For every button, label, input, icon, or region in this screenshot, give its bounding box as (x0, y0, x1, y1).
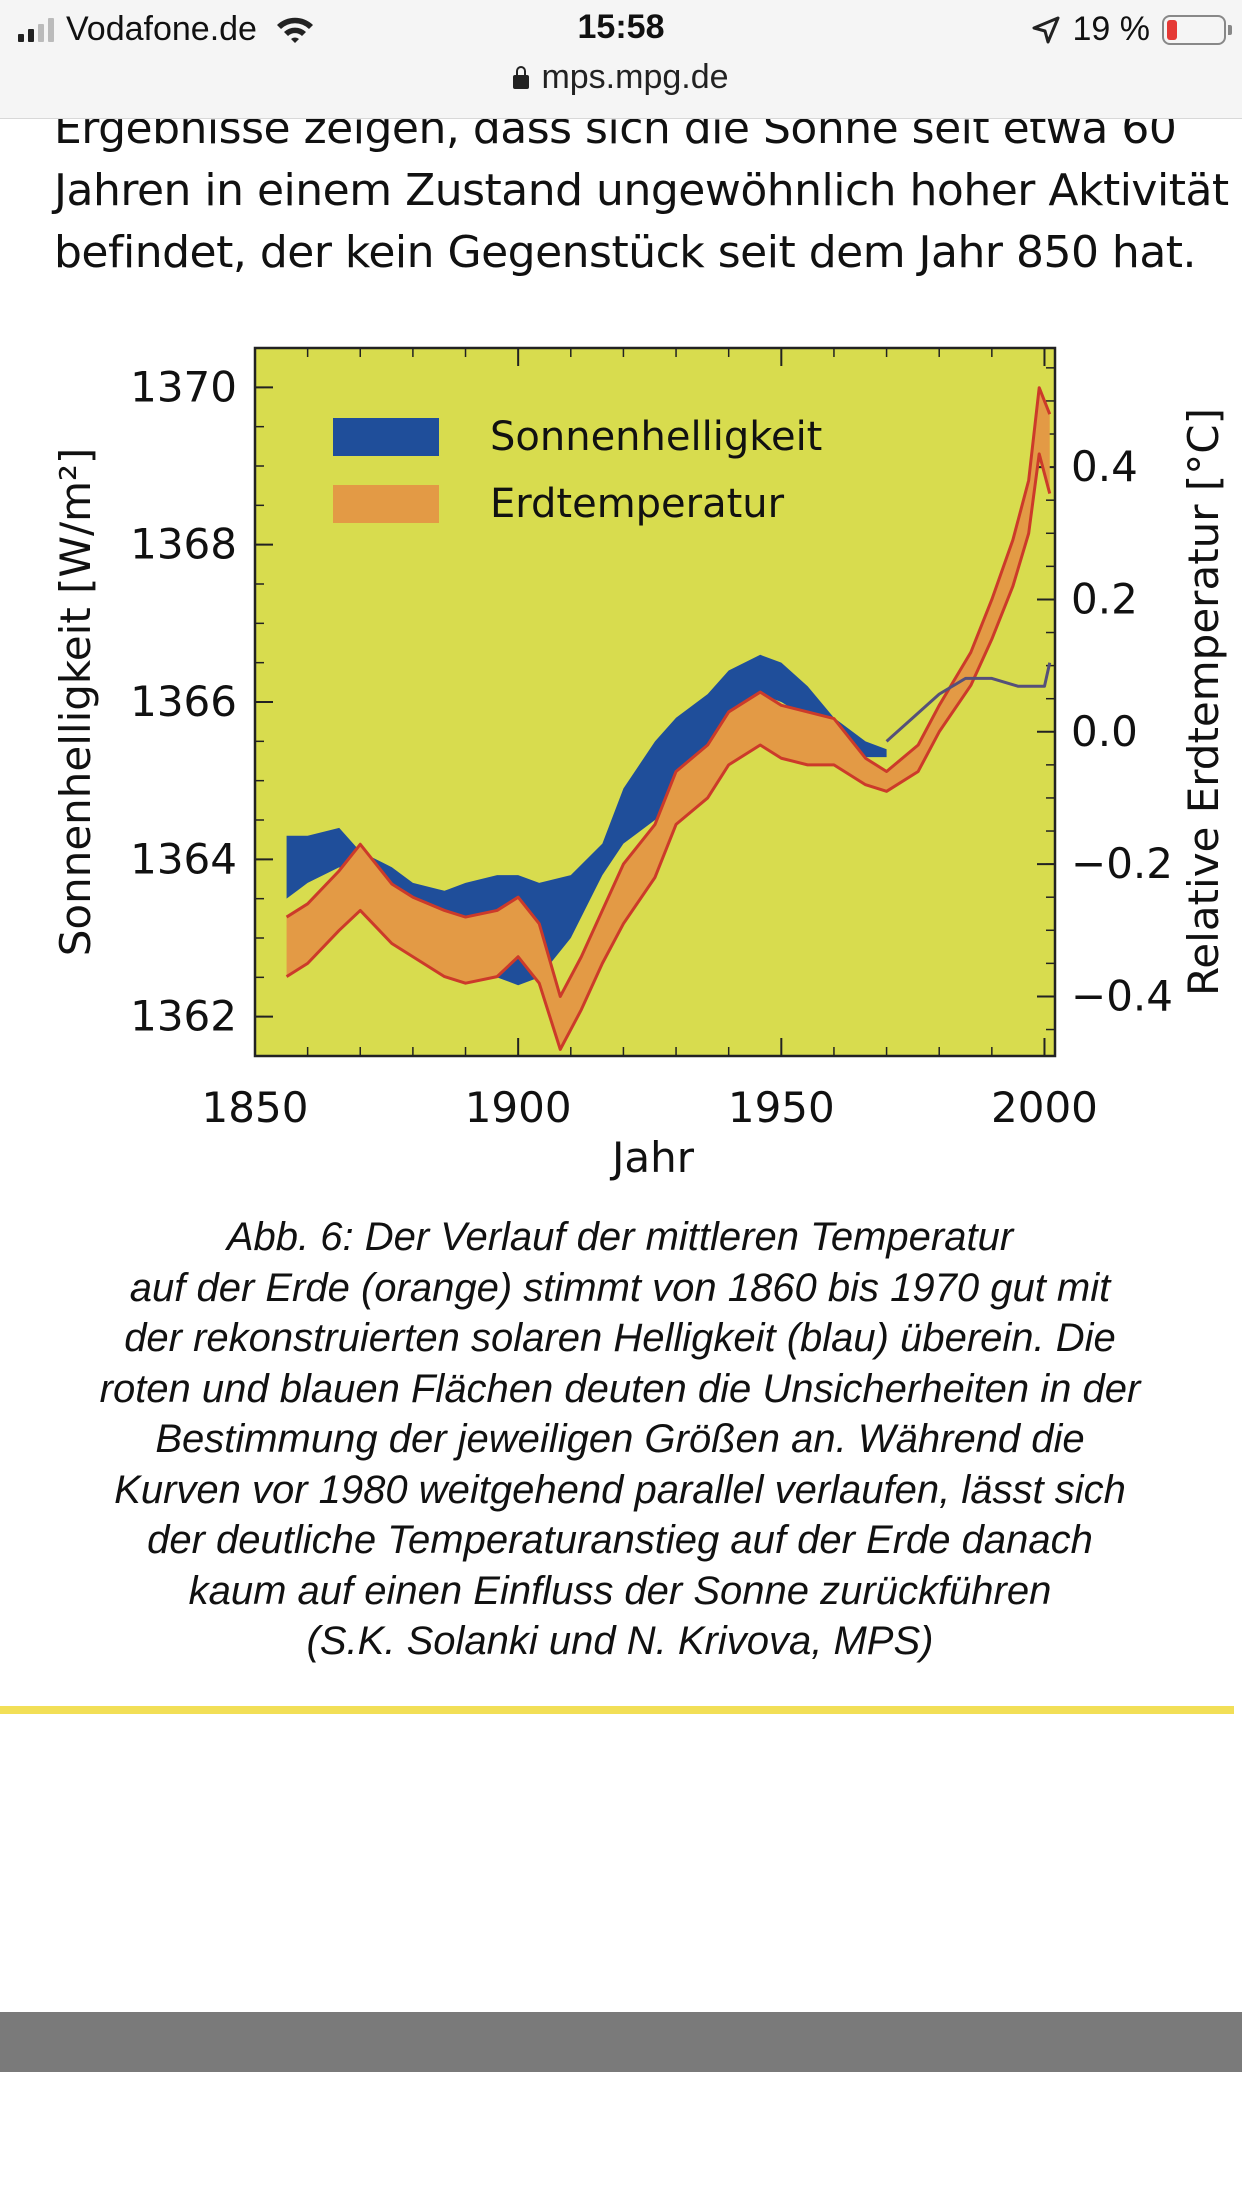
left-tick-label: 1368 (130, 520, 237, 569)
right-axis-labels: −0.4 −0.2 0.0 0.2 0.4 (1071, 442, 1173, 1020)
right-axis-title: Relative Erdtemperatur [°C] (1179, 408, 1228, 996)
left-tick-label: 1370 (130, 362, 237, 411)
right-tick-label: 0.4 (1071, 442, 1138, 491)
article-line: Jahren in einem Zustand ungewöhnlich hoh… (54, 165, 1229, 216)
plot-frame (253, 346, 1057, 1058)
left-tick-label: 1362 (130, 992, 237, 1041)
battery-icon (1162, 14, 1232, 45)
left-axis-labels: 1362 1364 1366 1368 1370 (130, 362, 237, 1040)
legend-label-erdtemperatur: Erdtemperatur (490, 481, 785, 527)
caption-line: der deutliche Temperaturanstieg auf der … (147, 1518, 1093, 1562)
status-bar: Vodafone.de 15:58 19 % mps.mpg.de (0, 0, 1242, 119)
caption-line: roten und blauen Flächen deuten die Unsi… (99, 1366, 1141, 1411)
sonnenhelligkeit-band (286, 654, 887, 986)
axis-ticks (254, 347, 1055, 1057)
status-left: Vodafone.de (18, 10, 315, 49)
caption-line: (S.K. Solanki und N. Krivova, MPS) (306, 1619, 934, 1663)
right-tick-label: −0.4 (1071, 971, 1173, 1020)
x-axis-title: Jahr (609, 1133, 695, 1182)
legend: Sonnenhelligkeit Erdtemperatur (333, 414, 822, 527)
x-tick-label: 1950 (728, 1083, 835, 1132)
address-bar[interactable]: mps.mpg.de (0, 58, 1242, 97)
x-tick-label: 1850 (202, 1083, 309, 1132)
caption-line: Abb. 6: Der Verlauf der mittleren Temper… (226, 1215, 1014, 1259)
x-tick-label: 2000 (991, 1083, 1098, 1132)
cellular-signal-icon (18, 17, 54, 42)
left-tick-label: 1364 (130, 834, 237, 883)
battery-level (1167, 19, 1178, 40)
status-right: 19 % (1031, 10, 1232, 49)
legend-label-sonnenhelligkeit: Sonnenhelligkeit (490, 414, 822, 460)
url-text: mps.mpg.de (541, 58, 729, 96)
article-line: befindet, der kein Gegenstück seit dem J… (54, 227, 1197, 278)
right-tick-label: −0.2 (1071, 839, 1173, 888)
clock: 15:58 (577, 8, 665, 46)
caption-line: Kurven vor 1980 weitgehend parallel verl… (114, 1467, 1126, 1512)
series-layer (285, 386, 1052, 1051)
x-axis-labels: 1850 1900 1950 2000 (202, 1083, 1098, 1132)
battery-percentage: 19 % (1072, 10, 1151, 48)
lock-icon (513, 66, 530, 89)
caption-line: kaum auf einen Einfluss der Sonne zurück… (188, 1568, 1052, 1613)
legend-swatch-sonnenhelligkeit (333, 418, 439, 456)
caption-line: auf der Erde (orange) stimmt von 1860 bi… (129, 1265, 1111, 1310)
article-text: Ergebnisse zeigen, dass sich die Sonne s… (54, 98, 1234, 284)
wifi-icon (276, 17, 313, 43)
erdtemperatur-lower-line (285, 452, 1052, 1051)
footer-bar (0, 2012, 1242, 2072)
legend-swatch-erdtemperatur (333, 485, 439, 523)
erdtemperatur-upper-line (285, 386, 1052, 998)
location-arrow-icon (1032, 16, 1059, 43)
figure-caption: Abb. 6: Der Verlauf der mittleren Temper… (40, 1212, 1200, 1667)
caption-line: Bestimmung der jeweiligen Größen an. Wäh… (155, 1417, 1085, 1461)
sonnenhelligkeit-recent-line (885, 662, 1052, 743)
caption-line: der rekonstruierten solaren Helligkeit (… (124, 1316, 1116, 1360)
left-axis-title: Sonnenhelligkeit [W/m²] (51, 448, 100, 957)
left-tick-label: 1366 (130, 677, 237, 726)
x-tick-label: 1900 (465, 1083, 572, 1132)
carrier-name: Vodafone.de (66, 10, 257, 48)
section-divider (0, 1706, 1234, 1714)
right-tick-label: 0.0 (1071, 707, 1138, 756)
right-tick-label: 0.2 (1071, 574, 1138, 623)
solar-temperature-chart: Sonnenhelligkeit Erdtemperatur 136213641… (51, 346, 1228, 1182)
